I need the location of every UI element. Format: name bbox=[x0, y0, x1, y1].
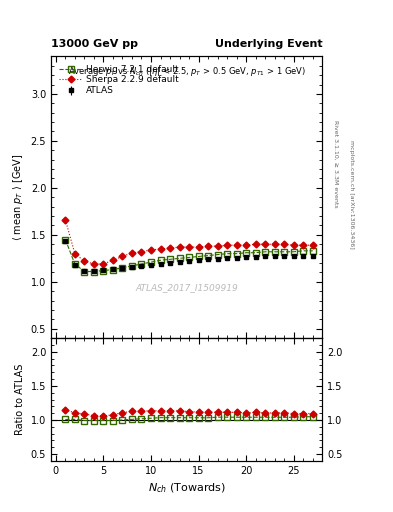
Sherpa 2.2.9 default bbox=[196, 244, 201, 250]
Herwig 7.2.1 default bbox=[168, 256, 173, 262]
Sherpa 2.2.9 default bbox=[291, 242, 296, 248]
Sherpa 2.2.9 default bbox=[215, 243, 220, 249]
Sherpa 2.2.9 default bbox=[120, 253, 125, 260]
Sherpa 2.2.9 default bbox=[310, 242, 315, 248]
Sherpa 2.2.9 default bbox=[149, 247, 153, 253]
Herwig 7.2.1 default bbox=[63, 237, 68, 243]
Herwig 7.2.1 default bbox=[310, 248, 315, 254]
Herwig 7.2.1 default bbox=[101, 267, 106, 273]
Sherpa 2.2.9 default bbox=[73, 250, 77, 257]
Sherpa 2.2.9 default bbox=[139, 249, 144, 255]
Text: ATLAS_2017_I1509919: ATLAS_2017_I1509919 bbox=[135, 283, 238, 292]
Herwig 7.2.1 default bbox=[82, 268, 87, 274]
Herwig 7.2.1 default bbox=[110, 267, 115, 273]
Sherpa 2.2.9 default bbox=[253, 241, 258, 247]
Sherpa 2.2.9 default bbox=[130, 250, 134, 256]
Y-axis label: $\langle$ mean $p_T$ $\rangle$ [GeV]: $\langle$ mean $p_T$ $\rangle$ [GeV] bbox=[11, 154, 25, 241]
Text: Underlying Event: Underlying Event bbox=[215, 38, 322, 49]
Herwig 7.2.1 default bbox=[291, 249, 296, 255]
Sherpa 2.2.9 default bbox=[110, 257, 115, 263]
Herwig 7.2.1 default bbox=[73, 261, 77, 267]
Herwig 7.2.1 default bbox=[225, 250, 230, 257]
Sherpa 2.2.9 default bbox=[225, 242, 230, 248]
Sherpa 2.2.9 default bbox=[101, 261, 106, 267]
Sherpa 2.2.9 default bbox=[168, 245, 173, 251]
Sherpa 2.2.9 default bbox=[92, 261, 96, 267]
Herwig 7.2.1 default bbox=[139, 261, 144, 267]
Sherpa 2.2.9 default bbox=[263, 241, 268, 247]
Text: Rivet 3.1.10, ≥ 3.3M events: Rivet 3.1.10, ≥ 3.3M events bbox=[334, 120, 338, 208]
Herwig 7.2.1 default bbox=[158, 257, 163, 263]
Line: Sherpa 2.2.9 default: Sherpa 2.2.9 default bbox=[63, 218, 315, 266]
Herwig 7.2.1 default bbox=[187, 254, 191, 261]
Sherpa 2.2.9 default bbox=[206, 243, 210, 249]
Sherpa 2.2.9 default bbox=[63, 217, 68, 223]
Herwig 7.2.1 default bbox=[120, 265, 125, 271]
Sherpa 2.2.9 default bbox=[82, 258, 87, 264]
Herwig 7.2.1 default bbox=[282, 249, 286, 255]
Herwig 7.2.1 default bbox=[263, 249, 268, 255]
Herwig 7.2.1 default bbox=[272, 249, 277, 255]
Sherpa 2.2.9 default bbox=[272, 241, 277, 247]
Herwig 7.2.1 default bbox=[206, 252, 210, 259]
Sherpa 2.2.9 default bbox=[187, 244, 191, 250]
Legend: Herwig 7.2.1 default, Sherpa 2.2.9 default, ATLAS: Herwig 7.2.1 default, Sherpa 2.2.9 defau… bbox=[57, 62, 182, 98]
Sherpa 2.2.9 default bbox=[301, 242, 306, 248]
Herwig 7.2.1 default bbox=[301, 248, 306, 254]
Text: mcplots.cern.ch [arXiv:1306.3436]: mcplots.cern.ch [arXiv:1306.3436] bbox=[349, 140, 354, 249]
Herwig 7.2.1 default bbox=[92, 268, 96, 274]
Herwig 7.2.1 default bbox=[215, 251, 220, 258]
Sherpa 2.2.9 default bbox=[177, 244, 182, 250]
Line: Herwig 7.2.1 default: Herwig 7.2.1 default bbox=[62, 237, 316, 274]
Sherpa 2.2.9 default bbox=[282, 241, 286, 247]
X-axis label: $N_{ch}$ (Towards): $N_{ch}$ (Towards) bbox=[148, 481, 226, 495]
Y-axis label: Ratio to ATLAS: Ratio to ATLAS bbox=[15, 364, 25, 435]
Herwig 7.2.1 default bbox=[177, 255, 182, 262]
Herwig 7.2.1 default bbox=[130, 263, 134, 269]
Herwig 7.2.1 default bbox=[234, 250, 239, 257]
Sherpa 2.2.9 default bbox=[234, 242, 239, 248]
Herwig 7.2.1 default bbox=[149, 259, 153, 265]
Text: 13000 GeV pp: 13000 GeV pp bbox=[51, 38, 138, 49]
Sherpa 2.2.9 default bbox=[158, 246, 163, 252]
Text: Average $p_T$ vs $N_{ch}$ ($|\eta|$ < 2.5, $p_T$ > 0.5 GeV, $p_{T1}$ > 1 GeV): Average $p_T$ vs $N_{ch}$ ($|\eta|$ < 2.… bbox=[68, 65, 306, 78]
Herwig 7.2.1 default bbox=[244, 250, 248, 256]
Herwig 7.2.1 default bbox=[253, 250, 258, 256]
Herwig 7.2.1 default bbox=[196, 253, 201, 260]
Sherpa 2.2.9 default bbox=[244, 242, 248, 248]
